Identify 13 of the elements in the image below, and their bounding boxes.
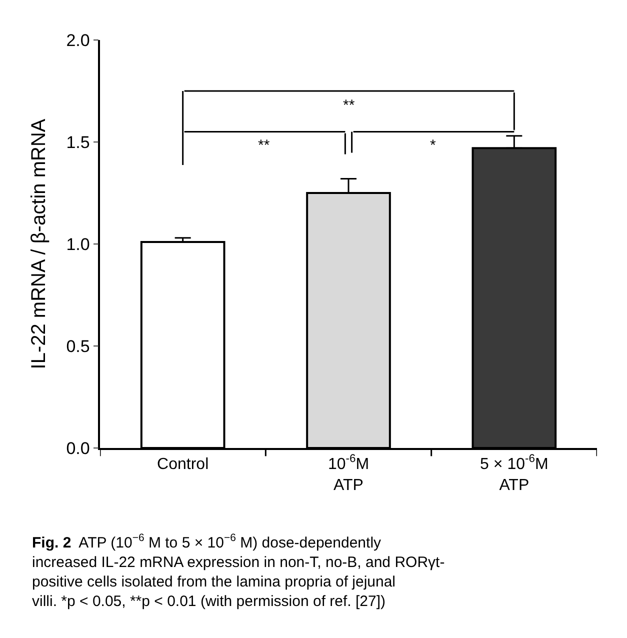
y-tick-label: 1.0	[66, 234, 90, 254]
y-tick-label: 2.0	[66, 30, 90, 50]
annotation: **	[343, 97, 355, 114]
annotation: **	[258, 137, 270, 154]
x-tick-label: Control	[157, 456, 209, 473]
y-tick-label: 0.5	[66, 336, 90, 356]
y-tick-label: 0.0	[66, 438, 90, 458]
y-axis-title: IL-22 mRNA / β-actin mRNA	[28, 118, 50, 370]
caption: Fig. 2	[32, 534, 72, 552]
x-tick-label: 5 × 10$^{-6}$M ATP	[480, 453, 548, 494]
x-tick-label: 10$^{-6}$M ATP	[328, 453, 370, 494]
y-tick-label: 1.5	[66, 132, 90, 152]
annotation: *	[430, 137, 436, 154]
